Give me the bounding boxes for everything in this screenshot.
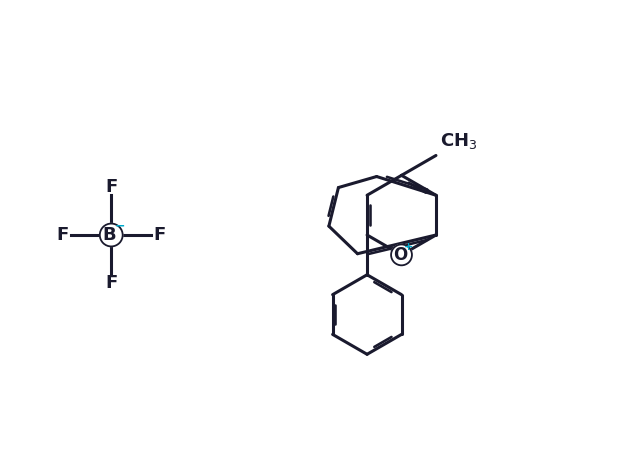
- Text: F: F: [154, 226, 166, 244]
- Text: F: F: [105, 274, 117, 292]
- Circle shape: [100, 224, 123, 246]
- Text: B: B: [102, 226, 116, 244]
- Text: O: O: [393, 246, 407, 264]
- Text: F: F: [56, 226, 68, 244]
- Text: F: F: [105, 178, 117, 196]
- Text: −: −: [115, 219, 125, 232]
- Circle shape: [391, 244, 412, 266]
- Text: +: +: [404, 242, 413, 252]
- Text: CH$_3$: CH$_3$: [440, 132, 477, 151]
